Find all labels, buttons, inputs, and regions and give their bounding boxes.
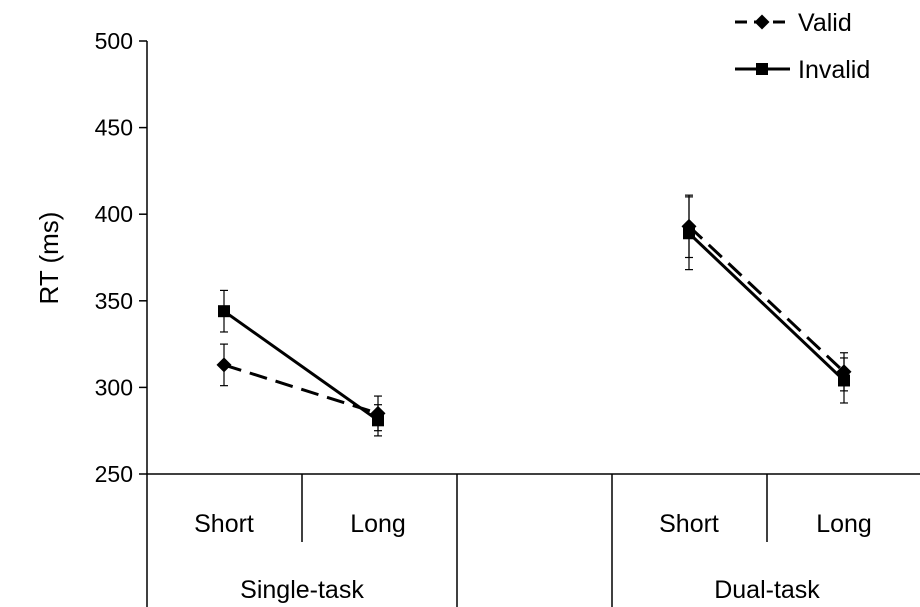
y-tick-label: 500 xyxy=(95,28,133,54)
diamond-marker xyxy=(216,357,232,373)
x-level-label: Short xyxy=(194,510,254,538)
x-group-label: Single-task xyxy=(240,576,364,604)
series-layer xyxy=(216,194,852,437)
square-marker xyxy=(838,374,850,387)
y-tick-label: 450 xyxy=(95,115,133,141)
y-tick-label: 400 xyxy=(95,201,133,227)
x-level-label: Long xyxy=(816,510,872,538)
series-valid xyxy=(216,194,852,432)
y-ticks: 250 300 350 400 450 500 xyxy=(95,28,147,487)
series-line xyxy=(223,309,379,422)
y-tick-label: 250 xyxy=(95,461,133,487)
series-line xyxy=(687,225,846,373)
legend: Valid Invalid xyxy=(735,9,870,84)
series-line xyxy=(223,363,379,415)
series-invalid xyxy=(218,196,850,437)
square-marker xyxy=(218,305,230,318)
y-tick-label: 350 xyxy=(95,288,133,314)
axes xyxy=(146,41,920,607)
square-marker xyxy=(756,63,768,75)
y-axis-title: RT (ms) xyxy=(34,212,64,305)
legend-label: Invalid xyxy=(798,56,870,84)
square-marker xyxy=(683,227,695,240)
legend-label: Valid xyxy=(798,9,852,37)
x-categories: Short Long Single-task Short Long Dual-task xyxy=(194,510,872,604)
diamond-marker xyxy=(754,14,770,30)
x-group-label: Dual-task xyxy=(714,576,820,604)
x-level-label: Short xyxy=(659,510,719,538)
y-tick-label: 300 xyxy=(95,374,133,400)
series-line xyxy=(687,232,846,382)
x-level-label: Long xyxy=(350,510,406,538)
square-marker xyxy=(372,414,384,427)
